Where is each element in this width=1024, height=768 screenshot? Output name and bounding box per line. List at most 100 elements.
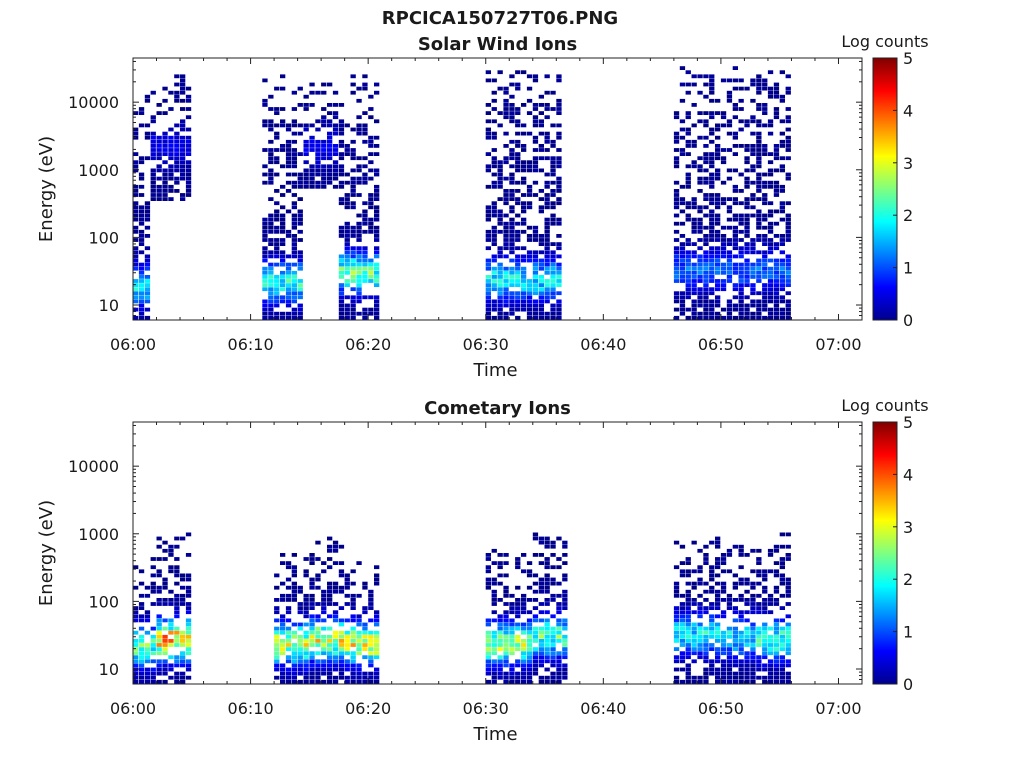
heatmap-cell bbox=[491, 234, 497, 238]
heatmap-cell bbox=[738, 86, 744, 91]
heatmap-cell bbox=[738, 577, 744, 582]
heatmap-cell bbox=[773, 585, 780, 590]
heatmap-cell bbox=[773, 663, 780, 668]
heatmap-cell bbox=[332, 634, 339, 639]
heatmap-cell bbox=[785, 577, 791, 582]
heatmap-cell bbox=[268, 160, 274, 165]
heatmap-cell bbox=[550, 630, 556, 635]
heatmap-cell bbox=[344, 123, 350, 128]
heatmap-cell bbox=[180, 634, 186, 639]
heatmap-cell bbox=[497, 111, 503, 115]
heatmap-cell bbox=[715, 602, 721, 606]
heatmap-cell bbox=[356, 262, 362, 267]
heatmap-cell bbox=[538, 540, 544, 545]
heatmap-cell bbox=[709, 250, 715, 255]
heatmap-cell bbox=[515, 279, 521, 283]
heatmap-cell bbox=[744, 144, 750, 148]
heatmap-cell bbox=[562, 671, 568, 676]
heatmap-cell bbox=[185, 86, 192, 91]
heatmap-cell bbox=[485, 659, 491, 664]
heatmap-cell bbox=[544, 315, 550, 320]
heatmap-cell bbox=[773, 189, 780, 193]
heatmap-cell bbox=[756, 291, 762, 296]
heatmap-cell bbox=[709, 78, 715, 83]
heatmap-cell bbox=[297, 315, 303, 320]
heatmap-cell bbox=[732, 217, 738, 222]
heatmap-cell bbox=[321, 561, 327, 565]
heatmap-cell bbox=[532, 307, 539, 312]
heatmap-cell bbox=[368, 643, 374, 647]
heatmap-cell bbox=[697, 270, 703, 275]
heatmap-cell bbox=[691, 311, 697, 316]
heatmap-cell bbox=[374, 246, 380, 251]
heatmap-cell bbox=[156, 671, 162, 676]
heatmap-cell bbox=[685, 279, 691, 283]
heatmap-cell bbox=[280, 643, 286, 647]
heatmap-cell bbox=[485, 634, 491, 639]
heatmap-cell bbox=[685, 213, 691, 218]
heatmap-cell bbox=[174, 573, 180, 578]
heatmap-cell bbox=[756, 307, 762, 312]
heatmap-cell bbox=[315, 577, 321, 582]
heatmap-cell bbox=[750, 246, 756, 251]
heatmap-cell bbox=[497, 221, 503, 226]
heatmap-cell bbox=[785, 115, 791, 120]
heatmap-cell bbox=[703, 626, 709, 631]
heatmap-cell bbox=[356, 295, 362, 300]
heatmap-cell bbox=[268, 123, 274, 128]
heatmap-cell bbox=[673, 291, 680, 296]
heatmap-cell bbox=[338, 291, 345, 296]
heatmap-cell bbox=[538, 315, 544, 320]
heatmap-cell bbox=[526, 659, 533, 664]
heatmap-cell bbox=[368, 107, 374, 111]
heatmap-cell bbox=[285, 647, 292, 651]
heatmap-cell bbox=[521, 287, 527, 292]
heatmap-cell bbox=[556, 610, 562, 615]
heatmap-cell bbox=[503, 671, 509, 676]
heatmap-cell bbox=[374, 643, 380, 647]
heatmap-cell bbox=[697, 180, 703, 185]
heatmap-cell bbox=[715, 561, 721, 565]
heatmap-cell bbox=[544, 565, 550, 570]
heatmap-cell bbox=[485, 78, 491, 83]
heatmap-cell bbox=[703, 234, 709, 238]
heatmap-cell bbox=[773, 307, 780, 312]
heatmap-cell bbox=[556, 217, 562, 222]
heatmap-cell bbox=[315, 602, 321, 606]
heatmap-cell bbox=[726, 119, 733, 124]
heatmap-cell bbox=[485, 209, 491, 214]
heatmap-cell bbox=[144, 630, 151, 635]
heatmap-cell bbox=[538, 266, 544, 271]
heatmap-cell bbox=[715, 606, 721, 610]
heatmap-cell bbox=[503, 254, 509, 259]
y-tick-label: 1000 bbox=[78, 525, 119, 544]
heatmap-cell bbox=[338, 172, 345, 177]
heatmap-cell bbox=[485, 553, 491, 557]
heatmap-cell bbox=[138, 667, 145, 672]
heatmap-cell bbox=[515, 201, 521, 206]
heatmap-cell bbox=[374, 311, 380, 316]
heatmap-cell bbox=[327, 119, 333, 124]
heatmap-cell bbox=[174, 180, 180, 185]
y-tick-label: 1000 bbox=[78, 161, 119, 180]
heatmap-cell bbox=[532, 74, 539, 79]
heatmap-cell bbox=[144, 131, 151, 136]
heatmap-cell bbox=[138, 221, 145, 226]
colorbar-tick-label: 5 bbox=[903, 413, 913, 432]
heatmap-cell bbox=[344, 221, 350, 226]
heatmap-cell bbox=[144, 94, 151, 99]
heatmap-cell bbox=[291, 679, 297, 684]
heatmap-cell bbox=[315, 184, 321, 189]
heatmap-cell bbox=[309, 667, 315, 672]
heatmap-cell bbox=[262, 254, 268, 259]
heatmap-cell bbox=[773, 602, 780, 606]
heatmap-cell bbox=[133, 164, 139, 169]
heatmap-cell bbox=[521, 643, 527, 647]
heatmap-cell bbox=[497, 164, 503, 169]
heatmap-cell bbox=[785, 291, 791, 296]
heatmap-cell bbox=[344, 675, 350, 680]
heatmap-cell bbox=[509, 189, 515, 193]
heatmap-cell bbox=[309, 675, 315, 680]
heatmap-cell bbox=[756, 148, 762, 152]
